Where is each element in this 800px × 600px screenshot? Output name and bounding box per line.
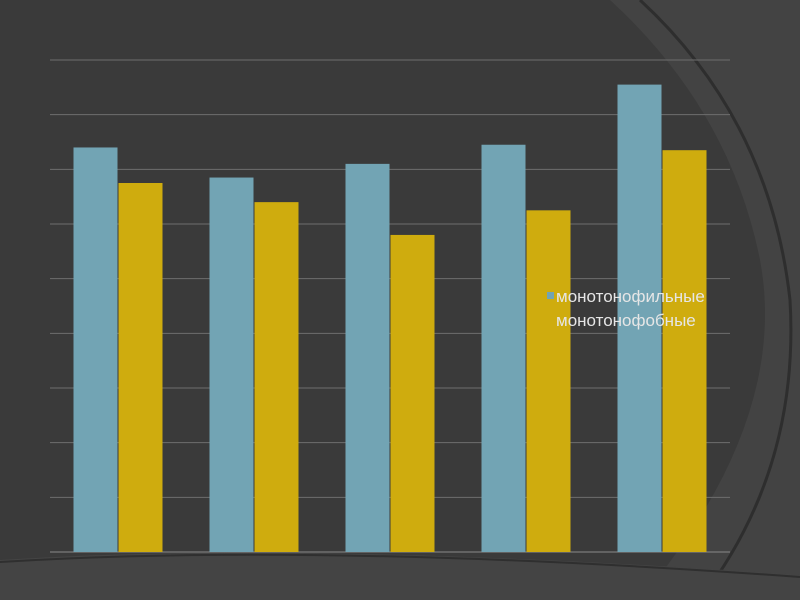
- bar-монотонофильные-1: [73, 147, 118, 552]
- bar-монотонофильные-4: [481, 144, 526, 552]
- gridlines: [50, 59, 730, 553]
- legend-swatch-монотонофильные: [547, 292, 554, 299]
- bar-монотонофобные-2: [254, 202, 299, 552]
- bar-монотонофобные-1: [118, 183, 163, 552]
- bar-монотонофильные-3: [345, 163, 390, 552]
- bar-монотонофобные-5: [662, 150, 707, 552]
- legend: монотонофильные монотонофобные: [547, 287, 705, 330]
- bar-монотонофильные-5: [617, 84, 662, 552]
- bars: [73, 84, 707, 553]
- legend-label-монотонофобные: монотонофобные: [556, 311, 696, 330]
- legend-label-монотонофильные: монотонофильные: [556, 287, 705, 306]
- bar-монотонофильные-2: [209, 177, 254, 553]
- bar-монотонофобные-4: [526, 210, 571, 553]
- bar-монотонофобные-3: [390, 234, 435, 552]
